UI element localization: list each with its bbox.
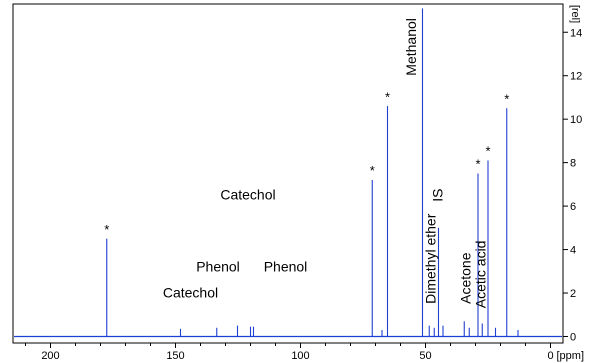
peak-label: Dimethyl ether bbox=[423, 213, 439, 304]
asterisk-marker: * bbox=[485, 144, 490, 159]
x-axis: 200 150 100 50 0 bbox=[25, 343, 554, 362]
peak-label: Catechol bbox=[163, 284, 218, 300]
y-tick-label: 4 bbox=[570, 245, 576, 257]
x-tick-label: 200 bbox=[41, 350, 59, 362]
peak-label: Acetic acid bbox=[473, 241, 489, 309]
peak-label: Catechol bbox=[220, 187, 275, 203]
peak-annotations: Catechol Phenol Catechol Phenol Methanol Dime… bbox=[104, 18, 509, 308]
y-tick-label: 0 bbox=[570, 331, 576, 343]
peak-label: Phenol bbox=[264, 258, 308, 274]
peak-label: Phenol bbox=[196, 258, 240, 274]
x-tick-label: 50 bbox=[419, 350, 431, 362]
x-tick-label: 150 bbox=[166, 350, 184, 362]
spectrum-series bbox=[14, 8, 562, 338]
peak-label: Acetone bbox=[458, 252, 474, 304]
x-axis-label: [ppm] bbox=[556, 350, 584, 362]
y-axis-label: [rel] bbox=[569, 5, 581, 23]
x-tick-label: 0 bbox=[547, 350, 553, 362]
asterisk-marker: * bbox=[475, 157, 480, 172]
y-tick-label: 8 bbox=[570, 158, 576, 170]
y-tick-label: 10 bbox=[570, 114, 582, 126]
asterisk-marker: * bbox=[104, 222, 109, 237]
y-axis: 0 2 4 6 8 10 12 14 bbox=[563, 27, 582, 343]
asterisk-marker: * bbox=[504, 91, 509, 106]
peak-label: Methanol bbox=[403, 18, 419, 76]
y-tick-label: 2 bbox=[570, 288, 576, 300]
y-tick-label: 6 bbox=[570, 201, 576, 213]
peak-label: IS bbox=[429, 189, 445, 202]
asterisk-marker: * bbox=[370, 163, 375, 178]
asterisk-marker: * bbox=[385, 89, 390, 104]
y-tick-label: 14 bbox=[570, 27, 582, 39]
plot-frame bbox=[12, 3, 564, 344]
y-tick-label: 12 bbox=[570, 71, 582, 83]
x-tick-label: 100 bbox=[291, 350, 309, 362]
